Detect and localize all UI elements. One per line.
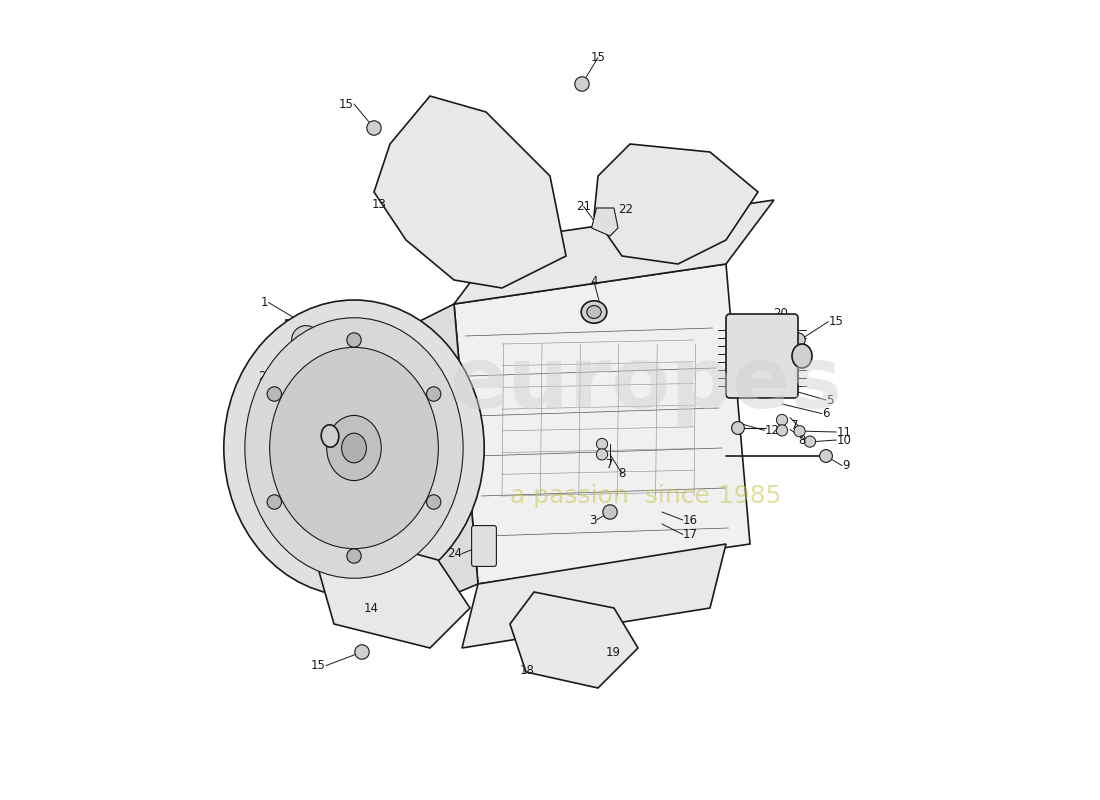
Circle shape	[284, 366, 296, 378]
Text: 24: 24	[447, 547, 462, 560]
Text: 12: 12	[764, 424, 780, 437]
Text: 15: 15	[828, 315, 844, 328]
FancyBboxPatch shape	[472, 526, 496, 566]
Ellipse shape	[346, 333, 361, 347]
Text: 11: 11	[836, 426, 851, 438]
Text: 17: 17	[683, 528, 697, 541]
Text: 8: 8	[618, 467, 626, 480]
Ellipse shape	[321, 425, 339, 447]
Text: 5: 5	[826, 394, 834, 406]
Ellipse shape	[245, 318, 463, 578]
Text: 18: 18	[520, 664, 535, 677]
Text: europes: europes	[450, 342, 843, 426]
Circle shape	[791, 333, 805, 347]
Text: 19: 19	[606, 646, 621, 658]
Polygon shape	[594, 144, 758, 264]
Text: 14: 14	[364, 602, 378, 614]
Text: 10: 10	[836, 434, 851, 446]
Text: 21: 21	[576, 200, 591, 213]
Text: 13: 13	[372, 198, 387, 210]
Text: 15: 15	[311, 659, 326, 672]
Polygon shape	[592, 208, 618, 236]
Circle shape	[596, 438, 607, 450]
Text: 4: 4	[591, 275, 597, 288]
Polygon shape	[318, 536, 470, 648]
Circle shape	[299, 334, 312, 346]
Ellipse shape	[342, 434, 366, 462]
Polygon shape	[510, 592, 638, 688]
Circle shape	[804, 436, 815, 447]
Polygon shape	[358, 304, 478, 624]
Ellipse shape	[427, 494, 441, 510]
Text: 9: 9	[842, 459, 849, 472]
Polygon shape	[454, 264, 750, 584]
Ellipse shape	[427, 387, 441, 402]
Circle shape	[353, 381, 367, 395]
Text: 1: 1	[261, 296, 268, 309]
FancyBboxPatch shape	[726, 314, 798, 398]
Text: 22: 22	[618, 203, 634, 216]
Text: 20: 20	[773, 307, 788, 320]
Text: 3: 3	[588, 514, 596, 526]
Circle shape	[355, 645, 370, 659]
Circle shape	[316, 366, 329, 378]
Ellipse shape	[792, 344, 812, 368]
Text: 8: 8	[799, 434, 806, 446]
Ellipse shape	[267, 387, 282, 402]
Ellipse shape	[270, 347, 438, 549]
Ellipse shape	[223, 300, 484, 596]
Circle shape	[575, 77, 590, 91]
Circle shape	[732, 422, 745, 434]
Text: 3: 3	[317, 387, 324, 400]
Text: 2: 2	[258, 370, 266, 382]
Text: a passion  since 1985: a passion since 1985	[510, 484, 782, 508]
Circle shape	[777, 414, 788, 426]
Text: 7: 7	[606, 458, 614, 470]
Circle shape	[366, 121, 382, 135]
Polygon shape	[462, 544, 726, 648]
Ellipse shape	[327, 415, 382, 481]
Text: 7: 7	[791, 419, 798, 432]
Circle shape	[292, 326, 320, 354]
Text: 6: 6	[822, 407, 829, 420]
Text: 15: 15	[591, 51, 605, 64]
Ellipse shape	[267, 494, 282, 509]
Circle shape	[777, 425, 788, 436]
Polygon shape	[374, 96, 566, 288]
Text: 16: 16	[683, 514, 697, 526]
Circle shape	[603, 505, 617, 519]
Circle shape	[596, 449, 607, 460]
Ellipse shape	[586, 306, 602, 318]
Text: 23: 23	[288, 440, 304, 453]
Text: 15: 15	[339, 98, 354, 110]
Ellipse shape	[346, 549, 361, 563]
Ellipse shape	[581, 301, 607, 323]
Circle shape	[820, 450, 833, 462]
Polygon shape	[454, 200, 774, 304]
Circle shape	[794, 426, 805, 437]
